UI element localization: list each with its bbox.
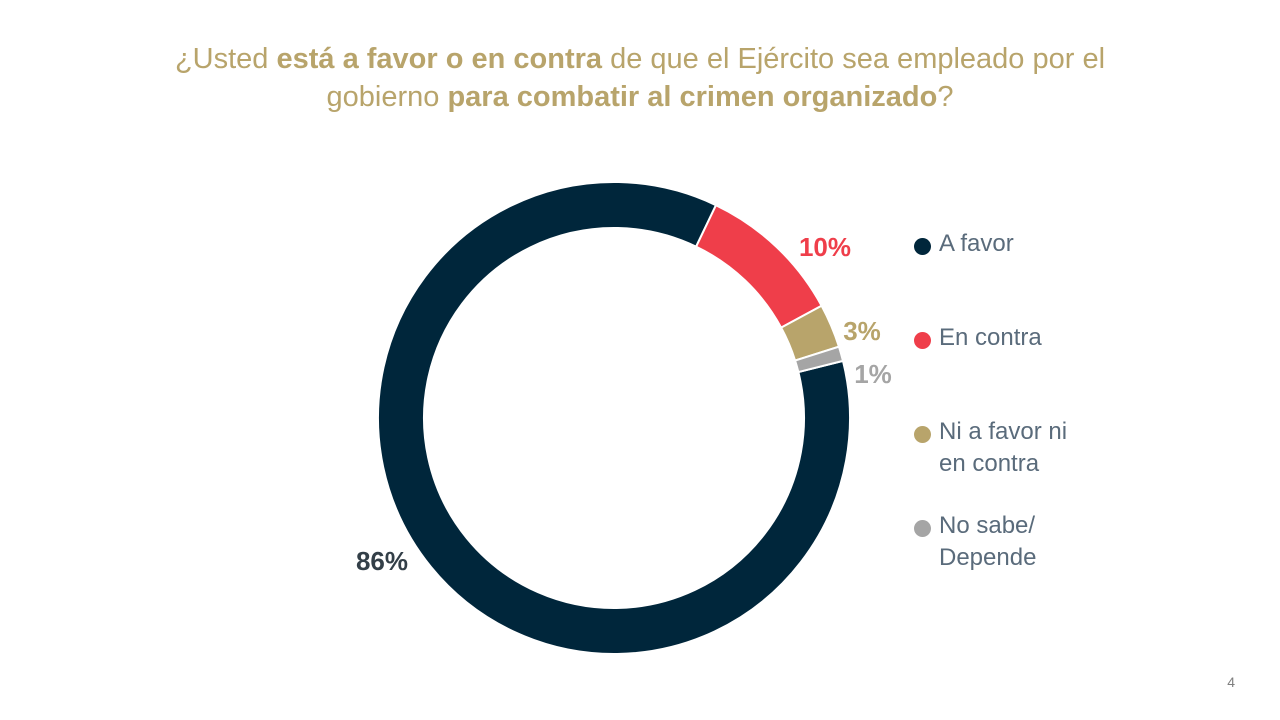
title-part-4: ? [937, 81, 954, 113]
title-part-2: de que el Ejército sea empleado por el g… [326, 43, 1106, 113]
title-part-0: ¿Usted [174, 43, 277, 75]
legend-item-ni-a-favor-ni-en-contra: Ni a favor ni en contra [914, 416, 1089, 480]
data-label-en-contra: 10% [799, 232, 851, 262]
slice-no-sabe-depende [793, 345, 845, 374]
legend-swatch-no-sabe-depende [914, 520, 931, 537]
legend-swatch-en-contra [914, 332, 931, 349]
legend-label-en-contra: En contra [939, 324, 1042, 351]
legend-item-a-favor: A favor [914, 228, 1089, 260]
slice-a-favor [377, 181, 851, 655]
donut-slices [377, 181, 851, 655]
slice-en-contra [694, 203, 823, 329]
page-number: 4 [1227, 674, 1235, 690]
title-part-1: está a favor o en contra [276, 43, 603, 75]
title-part-3: para combatir al crimen organizado [447, 81, 938, 113]
legend-swatch-a-favor [914, 238, 931, 255]
legend-label-a-favor: A favor [939, 230, 1014, 257]
legend-label-no-sabe-depende: No sabe/ Depende [939, 512, 1037, 571]
legend-item-no-sabe-depende: No sabe/ Depende [914, 510, 1089, 574]
legend-label-ni-a-favor-ni-en-contra: Ni a favor ni en contra [939, 418, 1068, 477]
chart-title: ¿Usted está a favor o en contra de que e… [140, 40, 1140, 116]
data-label-a-favor: 86% [356, 546, 408, 576]
data-label-ni-a-favor-ni-en-contra: 3% [843, 316, 881, 346]
data-label-no-sabe-depende: 1% [854, 359, 892, 389]
legend-item-en-contra: En contra [914, 322, 1089, 354]
donut-data-labels: 86% 10% 3% 1% [356, 232, 892, 576]
legend-swatch-ni-a-favor-ni-en-contra [914, 426, 931, 443]
